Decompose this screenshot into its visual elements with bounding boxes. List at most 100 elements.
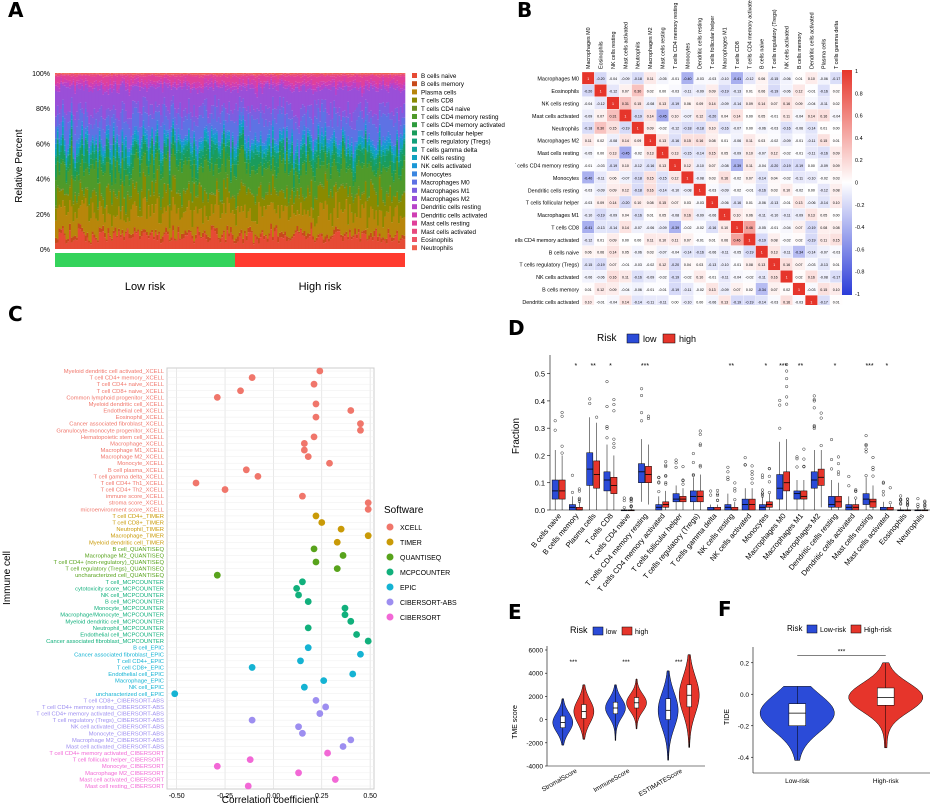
bar-segment: [286, 76, 289, 82]
bar-segment: [97, 83, 100, 86]
bar-segment: [403, 85, 406, 90]
bar-segment: [228, 156, 231, 161]
bar-segment: [361, 86, 364, 94]
bar-segment: [151, 132, 154, 138]
bar-segment: [168, 73, 171, 75]
bar-segment: [154, 74, 157, 77]
bar-segment: [63, 75, 66, 79]
bar-segment: [317, 158, 320, 186]
bar-segment: [123, 197, 126, 199]
bar-segment: [240, 145, 243, 148]
bar-segment: [251, 139, 254, 144]
bar-segment: [312, 218, 315, 237]
bar-segment: [399, 73, 402, 75]
bar-segment: [223, 82, 226, 85]
bar-segment: [335, 192, 338, 227]
bar-segment: [168, 129, 171, 157]
bar-segment: [170, 136, 173, 143]
bar-segment: [282, 139, 285, 147]
bar-segment: [345, 234, 348, 249]
bar-segment: [235, 82, 238, 87]
bar-segment: [403, 124, 406, 129]
bar-segment: [263, 73, 266, 75]
bar-segment: [98, 232, 101, 249]
bar-segment: [177, 139, 180, 142]
cell-value: -0.01: [782, 201, 790, 205]
bar-segment: [310, 135, 313, 138]
bar-segment: [111, 203, 114, 206]
bar-segment: [114, 166, 117, 179]
bar-segment: [240, 76, 243, 83]
bar-segment: [298, 170, 301, 174]
bar-segment: [93, 85, 96, 89]
bar-segment: [147, 147, 150, 150]
column-label: Mast cells resting: [660, 27, 666, 69]
bar-segment: [345, 199, 348, 232]
bar-segment: [175, 73, 178, 75]
bar-segment: [321, 146, 324, 150]
bar-segment: [205, 86, 208, 99]
bar-segment: [98, 74, 101, 76]
bar-segment: [389, 185, 392, 187]
bar-segment: [335, 143, 338, 147]
bar-segment: [111, 238, 114, 241]
bar-segment: [224, 143, 227, 146]
bar-segment: [368, 146, 371, 153]
bar-segment: [135, 231, 138, 234]
bar-segment: [184, 211, 187, 231]
bar-segment: [249, 152, 252, 159]
bar-segment: [272, 138, 275, 140]
bar-segment: [130, 209, 133, 235]
bar-segment: [205, 193, 208, 217]
bar-segment: [198, 82, 201, 87]
bar-segment: [361, 192, 364, 195]
bar-segment: [83, 144, 86, 148]
bar-segment: [382, 237, 385, 241]
bar-segment: [368, 152, 371, 162]
bar-segment: [167, 119, 170, 131]
bar-segment: [245, 194, 248, 219]
bar-segment: [217, 157, 220, 169]
bar-segment: [249, 150, 252, 153]
bar-segment: [245, 218, 248, 236]
bar-segment: [56, 114, 59, 127]
bar-segment: [394, 157, 397, 164]
bar-segment: [294, 159, 297, 164]
bar-segment: [195, 74, 198, 75]
bar-segment: [293, 159, 296, 163]
bar-segment: [179, 80, 182, 83]
cell-value: -0.06: [782, 89, 790, 93]
bar-segment: [133, 74, 136, 77]
bar-segment: [279, 82, 282, 85]
bar-segment: [230, 198, 233, 213]
bar-segment: [81, 190, 84, 201]
bar-segment: [175, 150, 178, 153]
bar-segment: [359, 165, 362, 197]
cell-value: 0.05: [721, 151, 728, 155]
bar-segment: [161, 92, 164, 104]
bar-segment: [200, 149, 203, 151]
bar-segment: [153, 84, 156, 88]
row-label: T cells follicular helper: [526, 201, 579, 207]
cell-value: -0.19: [795, 164, 803, 168]
cell-value: 0.14: [734, 114, 741, 118]
bar-segment: [237, 241, 240, 249]
bar-segment: [97, 74, 100, 83]
bar-segment: [303, 85, 306, 107]
bar-segment: [90, 244, 93, 249]
bar-segment: [308, 143, 311, 148]
bar-segment: [308, 163, 311, 193]
bar-segment: [237, 77, 240, 85]
bar-segment: [286, 113, 289, 127]
bar-segment: [109, 151, 112, 159]
bar-segment: [377, 241, 380, 249]
bar-segment: [270, 77, 273, 80]
bar-segment: [175, 213, 178, 240]
bar-segment: [146, 134, 149, 139]
bar-segment: [184, 77, 187, 82]
bar-segment: [69, 200, 72, 224]
bar-segment: [69, 223, 72, 231]
bar-segment: [378, 88, 381, 104]
bar-segment: [160, 78, 163, 82]
bar-segment: [223, 143, 226, 148]
